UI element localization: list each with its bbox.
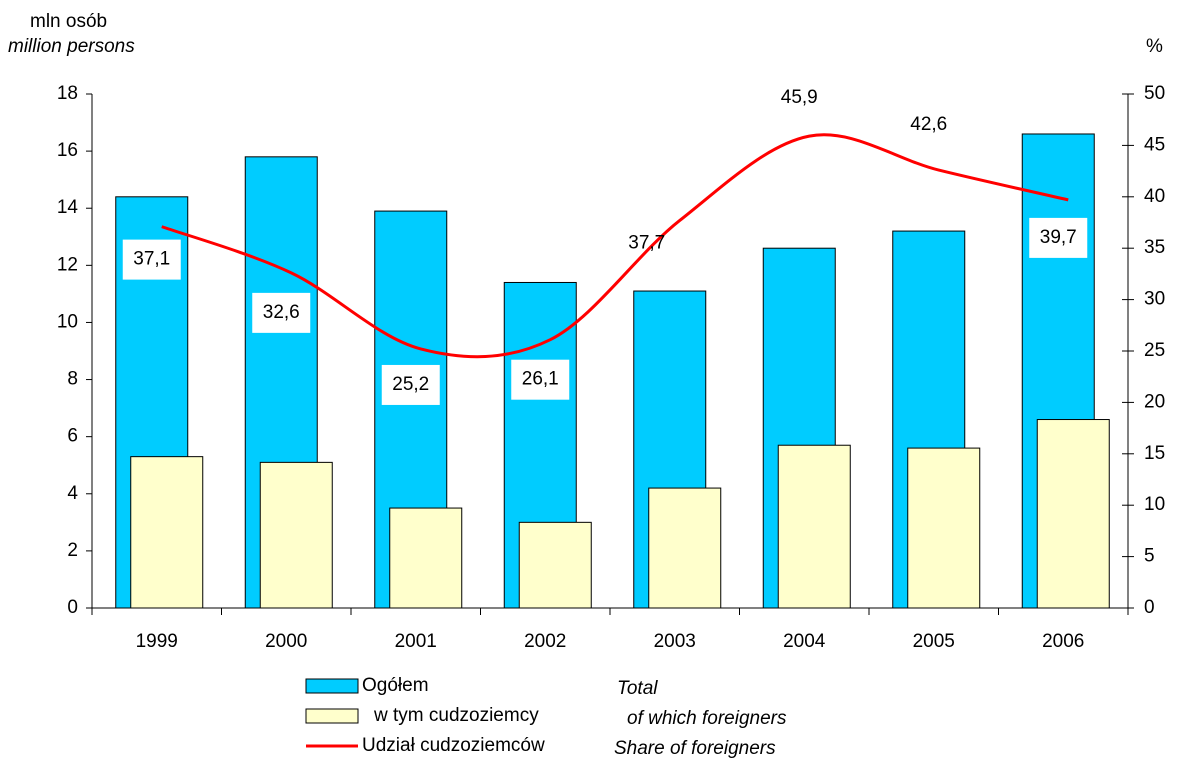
bar — [259, 461, 333, 609]
y2-tick-label: 45 — [1144, 134, 1165, 155]
y-tick-label: 4 — [67, 483, 78, 504]
bar — [907, 447, 981, 609]
y-tick-label: 8 — [67, 369, 78, 390]
y2-tick-label: 35 — [1144, 237, 1165, 258]
y2-tick-label: 20 — [1144, 391, 1165, 412]
y2-axis-title: % — [1146, 36, 1163, 57]
bar — [518, 521, 592, 609]
legend-label: Ogółem — [362, 675, 429, 696]
y2-tick-label: 10 — [1144, 494, 1165, 515]
y2-tick-label: 15 — [1144, 443, 1165, 464]
value-label: 25,2 — [392, 374, 429, 395]
value-label: 32,6 — [263, 302, 300, 323]
x-tick-label: 2005 — [913, 631, 955, 652]
value-label: 26,1 — [522, 369, 559, 390]
line — [161, 133, 1069, 359]
legend-label-en: of which foreigners — [627, 708, 787, 729]
x-tick-label: 2001 — [395, 631, 437, 652]
bar — [389, 507, 463, 609]
value-label: 37,7 — [628, 232, 665, 253]
value-label: 37,1 — [133, 249, 170, 270]
y2-tick-label: 25 — [1144, 340, 1165, 361]
value-label-box — [1029, 217, 1088, 258]
value-label-box — [381, 364, 440, 405]
value-label: 42,6 — [910, 114, 947, 135]
bar — [648, 487, 722, 609]
y2-tick-label: 0 — [1144, 597, 1155, 618]
legend-label: w tym cudzoziemcy — [373, 705, 539, 726]
value-label: 45,9 — [781, 87, 818, 108]
y-tick-label: 16 — [57, 140, 78, 161]
y-tick-label: 18 — [57, 83, 78, 104]
bar — [1036, 419, 1110, 609]
x-tick-label: 1999 — [136, 631, 178, 652]
x-tick-label: 2004 — [783, 631, 826, 652]
y-tick-label: 12 — [57, 254, 78, 275]
legend-label-en: Total — [617, 678, 658, 699]
y-tick-label: 2 — [67, 540, 78, 561]
value-label-box — [252, 292, 311, 333]
y-tick-label: 6 — [67, 426, 78, 447]
value-label-box — [122, 239, 181, 280]
legend-swatch — [305, 678, 359, 694]
bar — [777, 444, 851, 609]
legend-label: Udział cudzoziemców — [362, 735, 545, 756]
bar — [130, 456, 204, 609]
y-tick-label: 0 — [67, 597, 78, 618]
value-label: 39,7 — [1040, 227, 1077, 248]
y2-tick-label: 50 — [1144, 83, 1165, 104]
y-tick-label: 14 — [57, 197, 79, 218]
x-tick-label: 2003 — [654, 631, 696, 652]
y-axis-title-en: million persons — [8, 36, 135, 57]
y2-tick-label: 5 — [1144, 546, 1155, 567]
x-tick-label: 2002 — [524, 631, 566, 652]
x-tick-label: 2006 — [1042, 631, 1084, 652]
y-tick-label: 10 — [57, 311, 78, 332]
y-axis-title: mln osób — [30, 11, 107, 32]
legend-label-en: Share of foreigners — [614, 738, 776, 759]
y2-tick-label: 40 — [1144, 186, 1165, 207]
x-tick-label: 2000 — [265, 631, 307, 652]
legend-swatch — [305, 708, 359, 724]
value-label-box — [511, 359, 570, 400]
y2-tick-label: 30 — [1144, 289, 1165, 310]
